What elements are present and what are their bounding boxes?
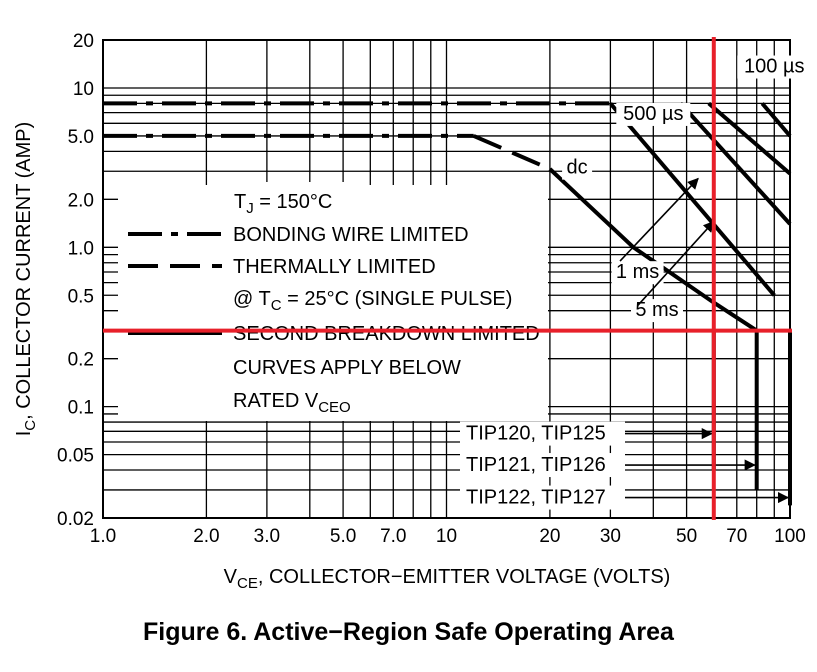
legend-entry: BONDING WIRE LIMITED	[233, 224, 469, 246]
x-tick-label: 1.0	[90, 526, 116, 547]
legend-entry: CURVES APPLY BELOW	[233, 357, 461, 379]
curve-label-bg	[611, 261, 664, 285]
y-tick-label: 0.05	[57, 446, 94, 467]
x-tick-label: 10	[436, 526, 457, 547]
reference-lines	[103, 37, 792, 520]
x-tick-label: 5.0	[330, 526, 356, 547]
series-line	[707, 101, 792, 176]
legend-entry: @ TC = 25°C (SINGLE PULSE)	[233, 288, 512, 314]
series-line	[679, 102, 792, 226]
y-tick-label: 1.0	[68, 238, 94, 259]
tick-labels: 1.0 2.0 3.0 5.0 7.0 10 20 30 50 70 100 20 10 5.0 2.0 1.…	[57, 31, 806, 547]
part-label-bg	[460, 485, 625, 510]
x-tick-label: 70	[726, 526, 747, 547]
y-tick-label: 2.0	[68, 190, 94, 211]
y-tick-label: 0.2	[68, 350, 94, 371]
x-tick-label: 100	[774, 526, 806, 547]
curve-label-bg	[737, 55, 812, 79]
x-tick-label: 50	[676, 526, 697, 547]
part-label: TIP120, TIP125	[466, 423, 606, 445]
y-tick-label: 20	[73, 31, 94, 52]
curve-label-bg	[630, 299, 683, 323]
soa-chart: 100 µs 500 µs dc 1 ms 5 ms TIP120, TIP125 TIP1…	[13, 31, 812, 592]
series-line	[472, 134, 551, 171]
curve-label: 500 µs	[623, 103, 683, 125]
part-label: TIP122, TIP127	[466, 487, 606, 509]
pointer-arrow	[619, 177, 699, 262]
y-tick-label: 0.5	[68, 286, 94, 307]
annotations: 100 µs 500 µs dc 1 ms 5 ms TIP120, TIP125 TIP1…	[460, 55, 812, 510]
x-tick-label: 2.0	[193, 526, 219, 547]
curve-label: 5 ms	[635, 299, 678, 321]
x-tick-label: 30	[600, 526, 621, 547]
curve-label-bg	[616, 102, 691, 126]
curve-label: 100 µs	[744, 56, 804, 78]
y-tick-label: 0.02	[57, 509, 94, 530]
part-label-bg	[460, 421, 625, 446]
x-axis-title: VCE, COLLECTOR−EMITTER VOLTAGE (VOLTS)	[224, 566, 671, 592]
y-tick-label: 5.0	[68, 127, 94, 148]
curve-label: 1 ms	[616, 261, 659, 283]
x-tick-label: 20	[539, 526, 560, 547]
y-tick-label: 10	[73, 79, 94, 100]
x-tick-label: 3.0	[254, 526, 280, 547]
series-line	[608, 102, 776, 297]
y-tick-label: 0.1	[68, 398, 94, 419]
legend-tj: TJ = 150°C	[234, 191, 332, 217]
pointer-arrow	[636, 220, 715, 307]
legend-tj-bg	[222, 182, 362, 212]
curve-label-bg	[562, 156, 593, 180]
part-label-bg	[460, 453, 625, 478]
x-tick-label: 7.0	[380, 526, 406, 547]
y-axis-title: IC, COLLECTOR CURRENT (AMP)	[13, 122, 39, 437]
series-line	[760, 102, 792, 138]
plot-frame	[102, 39, 791, 519]
axis-titles: VCE, COLLECTOR−EMITTER VOLTAGE (VOLTS) IC…	[13, 122, 670, 592]
curve-label: dc	[567, 157, 588, 179]
legend-entry: THERMALLY LIMITED	[233, 256, 436, 278]
series-line	[548, 167, 758, 333]
legend: TJ = 150°C BONDING WIRE LIMITED THERMALLY …	[118, 182, 548, 421]
legend-entry: SECOND BREAKDOWN LIMITED	[233, 323, 540, 345]
legend-entry: RATED VCEO	[233, 390, 351, 416]
chart-title: Figure 6. Active−Region Safe Operating A…	[143, 618, 674, 646]
part-label: TIP121, TIP126	[466, 454, 606, 476]
legend-box	[118, 185, 548, 421]
